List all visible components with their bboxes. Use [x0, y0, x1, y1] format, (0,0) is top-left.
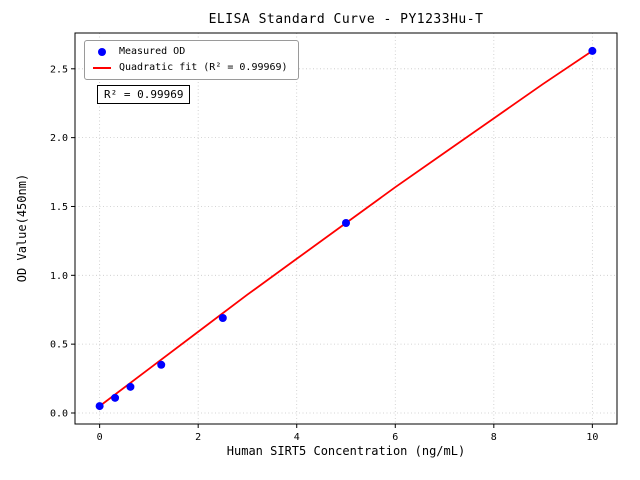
svg-text:8: 8 [491, 432, 497, 443]
chart-title: ELISA Standard Curve - PY1233Hu-T [208, 12, 484, 27]
legend-label-quadratic-fit: Quadratic fit (R² = 0.99969) [119, 62, 288, 73]
legend-label-measured-od: Measured OD [119, 46, 186, 57]
svg-text:2.0: 2.0 [50, 133, 68, 144]
y-axis-label: OD Value(450nm) [15, 173, 29, 283]
svg-text:6: 6 [392, 432, 398, 443]
r-squared-annotation: R² = 0.99969 [97, 85, 191, 104]
svg-text:0.5: 0.5 [50, 340, 68, 351]
legend-item-measured-od: Measured OD [93, 46, 288, 58]
svg-text:2.5: 2.5 [50, 64, 68, 75]
x-axis-label: Human SIRT5 Concentration (ng/mL) [226, 444, 466, 458]
svg-text:1.5: 1.5 [50, 202, 68, 213]
svg-text:0.0: 0.0 [50, 408, 68, 419]
svg-text:1.0: 1.0 [50, 271, 68, 282]
line-marker-icon [93, 67, 111, 69]
legend-item-quadratic-fit: Quadratic fit (R² = 0.99969) [93, 62, 288, 74]
svg-text:2: 2 [195, 432, 201, 443]
legend: Measured OD Quadratic fit (R² = 0.99969) [84, 40, 299, 80]
svg-text:10: 10 [586, 432, 598, 443]
scatter-marker-icon [98, 48, 106, 56]
svg-text:4: 4 [294, 432, 300, 443]
svg-text:0: 0 [97, 432, 103, 443]
